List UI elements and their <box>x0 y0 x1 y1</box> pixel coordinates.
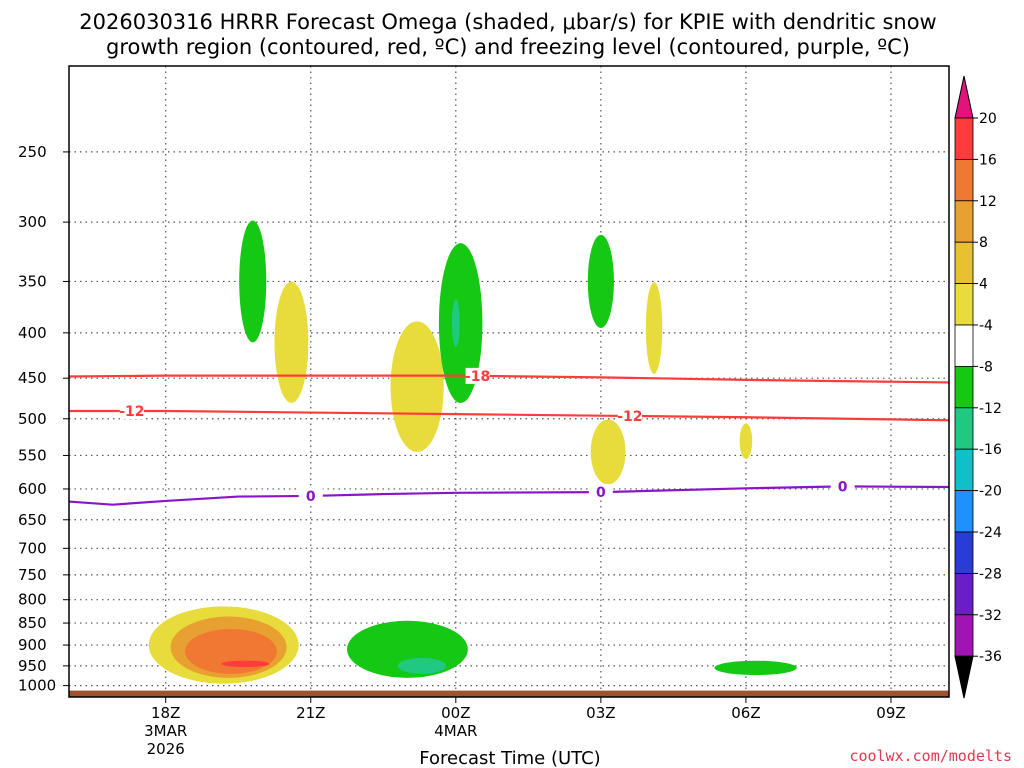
contour-label: 0 <box>838 479 848 495</box>
omega-feature <box>438 243 483 404</box>
y-tick-label: 1000 <box>18 677 56 695</box>
colorbar-bottom-arrow <box>954 655 974 699</box>
x-tick-label: 06Z <box>731 704 760 722</box>
contour-label-bg <box>298 487 323 504</box>
colorbar-label: -24 <box>979 525 1002 541</box>
colorbar-swatch <box>954 490 974 533</box>
omega-shading <box>148 220 797 684</box>
omega-feature <box>390 321 444 452</box>
colorbar-label: -8 <box>979 359 993 375</box>
contour-label: -12 <box>119 404 144 420</box>
omega-feature <box>185 628 277 674</box>
colorbar-swatch <box>954 117 974 160</box>
x-tick-year: 2026 <box>147 740 185 758</box>
colorbar-swatch <box>954 283 974 326</box>
y-tick-label: 400 <box>18 324 47 342</box>
x-tick-label: 18Z <box>151 704 180 722</box>
colorbar-swatch <box>954 324 974 367</box>
y-tick-label: 700 <box>18 539 47 557</box>
colorbar-label: 20 <box>979 111 997 127</box>
plot-frame <box>68 65 950 698</box>
colorbar-label: -4 <box>979 318 993 334</box>
contour-line <box>69 409 949 422</box>
x-axis-label: Forecast Time (UTC) <box>419 748 600 768</box>
contour-label-bg <box>617 407 642 424</box>
omega-feature <box>645 282 663 374</box>
x-tick-label: 00Z <box>441 704 470 722</box>
y-tick-label: 950 <box>18 657 47 675</box>
colorbar-label: -20 <box>979 484 1002 500</box>
colorbar-label: 16 <box>979 152 997 168</box>
x-tick-date: 3MAR <box>144 722 187 740</box>
colorbar-label: -16 <box>979 442 1002 458</box>
x-tick-label: 03Z <box>586 704 615 722</box>
colorbar-swatch <box>954 448 974 492</box>
contour-label-bg <box>588 484 613 501</box>
contour-label: 0 <box>306 489 316 505</box>
colorbar-label: -28 <box>979 566 1002 582</box>
colorbar-label: -36 <box>979 649 1002 665</box>
omega-feature <box>451 299 460 348</box>
credit-label: coolwx.com/modelts <box>849 747 1012 765</box>
x-tick-label: 21Z <box>296 704 325 722</box>
y-tick-label: 550 <box>18 446 47 464</box>
y-tick-label: 500 <box>18 410 47 428</box>
omega-feature <box>274 281 309 404</box>
colorbar-label: -12 <box>979 401 1002 417</box>
omega-feature <box>739 423 753 459</box>
x-tick-date: 4MAR <box>434 722 477 740</box>
colorbar-label: 12 <box>979 194 997 210</box>
y-tick-label: 250 <box>18 143 47 161</box>
colorbar-swatch <box>954 573 974 616</box>
contour-label-bg <box>830 478 855 495</box>
x-tick-label: 09Z <box>876 704 905 722</box>
plot-grid <box>69 66 949 697</box>
omega-feature <box>590 419 626 485</box>
colorbar-swatch <box>954 200 974 243</box>
colorbar-swatch <box>954 241 974 284</box>
contour-line <box>69 485 949 506</box>
contour-line <box>69 374 949 384</box>
chart-title-line1: 2026030316 HRRR Forecast Omega (shaded, … <box>79 10 936 34</box>
colorbar-label: -32 <box>979 608 1002 624</box>
omega-feature <box>714 660 797 676</box>
y-tick-label: 600 <box>18 480 47 498</box>
y-tick-label: 300 <box>18 213 47 231</box>
y-tick-label: 350 <box>18 272 47 290</box>
contour-label: -18 <box>465 369 490 385</box>
chart-title-line2: growth region (contoured, red, ºC) and f… <box>106 35 910 59</box>
colorbar-label: 8 <box>979 235 988 251</box>
temperature-contours: -18 -12 -12 0 0 0 <box>69 367 949 506</box>
colorbar: 20 16 12 8 4 -4 -8 -12 -16 -20 -24 -28 -32 -36 <box>954 75 1002 699</box>
omega-feature <box>397 657 447 674</box>
colorbar-label: 4 <box>979 277 988 293</box>
terrain-strip <box>69 690 949 697</box>
y-tick-label: 800 <box>18 591 47 609</box>
colorbar-swatch <box>954 614 974 657</box>
colorbar-swatch <box>954 158 974 202</box>
y-axis-ticks: 250 300 350 400 450 500 550 600 650 700 750 800 850 9… <box>18 143 69 695</box>
y-tick-label: 650 <box>18 511 47 529</box>
colorbar-swatch <box>954 365 974 409</box>
contour-label-bg <box>465 367 490 384</box>
colorbar-top-arrow <box>954 75 974 119</box>
omega-feature <box>221 660 270 668</box>
colorbar-swatch <box>954 531 974 574</box>
contour-label-bg <box>119 402 144 419</box>
contour-label: -12 <box>617 409 642 425</box>
omega-feature <box>587 234 614 329</box>
omega-feature <box>239 220 267 343</box>
y-tick-label: 750 <box>18 566 47 584</box>
contour-label: 0 <box>596 485 606 501</box>
y-tick-label: 850 <box>18 614 47 632</box>
y-tick-label: 450 <box>18 369 47 387</box>
y-tick-label: 900 <box>18 636 47 654</box>
colorbar-swatch <box>954 407 974 450</box>
